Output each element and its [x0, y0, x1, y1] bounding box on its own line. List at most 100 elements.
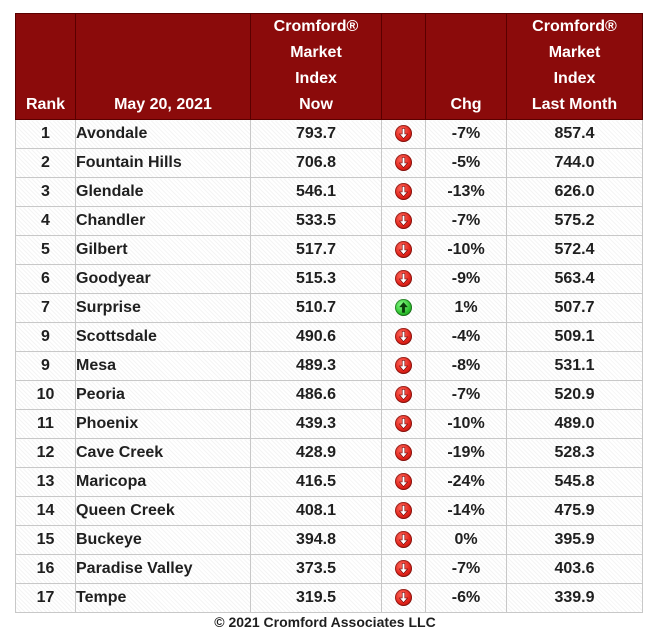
down-arrow-icon: [395, 502, 412, 520]
table-row: 17 Tempe 319.5 -6% 339.9: [15, 583, 643, 613]
rank-cell: 11: [15, 409, 76, 439]
index-now-cell: 546.1: [250, 177, 382, 207]
change-cell: -7%: [425, 119, 507, 149]
index-now-cell: 416.5: [250, 467, 382, 497]
change-cell: -7%: [425, 206, 507, 236]
change-cell: -6%: [425, 583, 507, 613]
date-header: May 20, 2021: [75, 13, 251, 120]
index-last-month-cell: 489.0: [506, 409, 643, 439]
index-last-month-cell: 626.0: [506, 177, 643, 207]
up-arrow-icon: [395, 299, 412, 317]
index-now-cell: 510.7: [250, 293, 382, 323]
table-row: 14 Queen Creek 408.1 -14% 475.9: [15, 496, 643, 526]
trend-cell: [381, 148, 426, 178]
down-arrow-icon: [395, 241, 412, 259]
trend-cell: [381, 293, 426, 323]
down-arrow-icon: [395, 328, 412, 346]
index-last-month-cell: 545.8: [506, 467, 643, 497]
down-arrow-icon: [395, 473, 412, 491]
change-cell: -9%: [425, 264, 507, 294]
change-cell: -5%: [425, 148, 507, 178]
index-last-month-cell: 531.1: [506, 351, 643, 381]
index-last-month-cell: 509.1: [506, 322, 643, 352]
change-cell: -7%: [425, 380, 507, 410]
rank-cell: 15: [15, 525, 76, 555]
table-row: 10 Peoria 486.6 -7% 520.9: [15, 380, 643, 410]
down-arrow-icon: [395, 212, 412, 230]
city-cell: Scottsdale: [75, 322, 251, 352]
rank-cell: 12: [15, 438, 76, 468]
index-now-header: Cromford® Market Index Now: [250, 13, 382, 120]
index-last-month-header-line: Last Month: [531, 96, 618, 113]
down-arrow-icon: [395, 357, 412, 375]
trend-cell: [381, 264, 426, 294]
trend-cell: [381, 380, 426, 410]
index-now-cell: 490.6: [250, 322, 382, 352]
index-last-month-cell: 528.3: [506, 438, 643, 468]
index-last-month-header-line: Cromford®: [532, 18, 617, 35]
table-row: 12 Cave Creek 428.9 -19% 528.3: [15, 438, 643, 468]
city-cell: Cave Creek: [75, 438, 251, 468]
city-cell: Surprise: [75, 293, 251, 323]
index-now-cell: 439.3: [250, 409, 382, 439]
rank-cell: 5: [15, 235, 76, 265]
trend-cell: [381, 496, 426, 526]
trend-cell: [381, 235, 426, 265]
index-now-cell: 408.1: [250, 496, 382, 526]
index-now-header-line: Market: [290, 44, 342, 61]
down-arrow-icon: [395, 415, 412, 433]
index-last-month-cell: 575.2: [506, 206, 643, 236]
trend-cell: [381, 409, 426, 439]
change-cell: -13%: [425, 177, 507, 207]
copyright-footer: © 2021 Cromford Associates LLC: [214, 614, 436, 630]
down-arrow-icon: [395, 270, 412, 288]
city-cell: Queen Creek: [75, 496, 251, 526]
index-last-month-cell: 403.6: [506, 554, 643, 584]
change-cell: 0%: [425, 525, 507, 555]
change-cell: -10%: [425, 235, 507, 265]
index-now-cell: 428.9: [250, 438, 382, 468]
table-row: 2 Fountain Hills 706.8 -5% 744.0: [15, 148, 643, 178]
index-now-header-line: Now: [299, 96, 333, 113]
table-row: 7 Surprise 510.7 1% 507.7: [15, 293, 643, 323]
down-arrow-icon: [395, 386, 412, 404]
rank-header: Rank: [15, 13, 76, 120]
index-now-cell: 515.3: [250, 264, 382, 294]
rank-cell: 3: [15, 177, 76, 207]
rank-cell: 7: [15, 293, 76, 323]
down-arrow-icon: [395, 589, 412, 607]
index-now-header-line: Cromford®: [273, 18, 359, 35]
index-now-cell: 517.7: [250, 235, 382, 265]
table-row: 9 Scottsdale 490.6 -4% 509.1: [15, 322, 643, 352]
rank-cell: 16: [15, 554, 76, 584]
table-header-row: Rank May 20, 2021 Cromford® Market Index…: [15, 13, 643, 120]
index-now-cell: 319.5: [250, 583, 382, 613]
table-row: 15 Buckeye 394.8 0% 395.9: [15, 525, 643, 555]
down-arrow-icon: [395, 444, 412, 462]
city-cell: Mesa: [75, 351, 251, 381]
table-row: 6 Goodyear 515.3 -9% 563.4: [15, 264, 643, 294]
city-cell: Tempe: [75, 583, 251, 613]
city-cell: Gilbert: [75, 235, 251, 265]
rank-cell: 9: [15, 322, 76, 352]
trend-cell: [381, 119, 426, 149]
change-header: Chg: [425, 13, 507, 120]
index-last-month-cell: 744.0: [506, 148, 643, 178]
rank-cell: 14: [15, 496, 76, 526]
index-now-cell: 373.5: [250, 554, 382, 584]
trend-cell: [381, 206, 426, 236]
index-now-cell: 706.8: [250, 148, 382, 178]
table-body: 1 Avondale 793.7 -7% 857.4 2 Fountain Hi…: [15, 119, 643, 613]
index-now-cell: 489.3: [250, 351, 382, 381]
market-index-table: Rank May 20, 2021 Cromford® Market Index…: [15, 13, 643, 613]
city-cell: Avondale: [75, 119, 251, 149]
city-cell: Buckeye: [75, 525, 251, 555]
city-cell: Peoria: [75, 380, 251, 410]
change-cell: -14%: [425, 496, 507, 526]
market-index-table-wrap: Rank May 20, 2021 Cromford® Market Index…: [15, 13, 643, 613]
down-arrow-icon: [395, 125, 412, 143]
city-cell: Paradise Valley: [75, 554, 251, 584]
index-last-month-cell: 339.9: [506, 583, 643, 613]
table-row: 11 Phoenix 439.3 -10% 489.0: [15, 409, 643, 439]
trend-cell: [381, 525, 426, 555]
